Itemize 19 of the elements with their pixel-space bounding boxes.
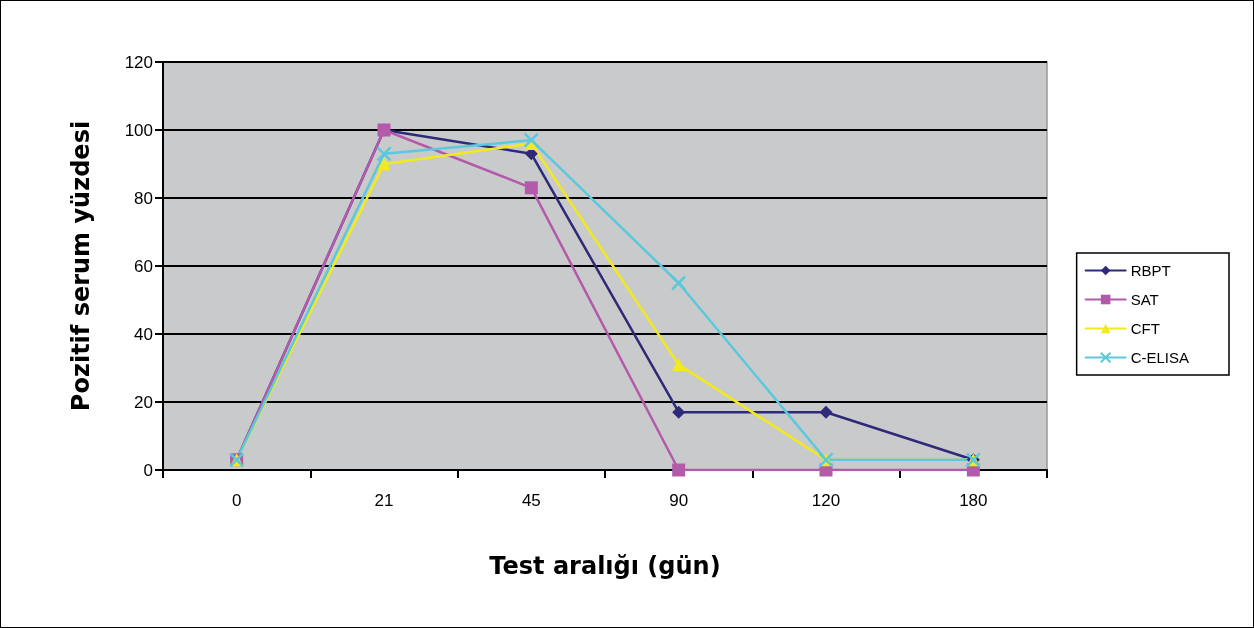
legend-label: SAT bbox=[1130, 291, 1159, 308]
y-tick-label: 120 bbox=[124, 52, 153, 72]
x-tick-label: 90 bbox=[669, 491, 689, 510]
x-axis-title: Test aralığı (gün) bbox=[489, 552, 721, 580]
x-tick-label: 45 bbox=[521, 491, 541, 510]
y-tick-label: 20 bbox=[134, 392, 153, 412]
y-tick-label: 60 bbox=[134, 256, 153, 276]
y-tick-label: 80 bbox=[134, 188, 153, 208]
y-tick-label: 100 bbox=[124, 120, 153, 140]
y-axis-title: Pozitif serum yüzdesi bbox=[67, 120, 95, 412]
legend-label: CFT bbox=[1130, 320, 1160, 337]
y-tick-label: 0 bbox=[143, 460, 153, 480]
y-tick-label: 40 bbox=[134, 324, 153, 344]
x-tick-label: 0 bbox=[231, 491, 242, 510]
legend-label: C-ELISA bbox=[1130, 349, 1190, 366]
legend-label: RBPT bbox=[1130, 262, 1171, 279]
x-tick-label: 180 bbox=[959, 491, 988, 510]
x-tick-label: 120 bbox=[811, 491, 841, 510]
x-tick-label: 21 bbox=[374, 491, 394, 510]
